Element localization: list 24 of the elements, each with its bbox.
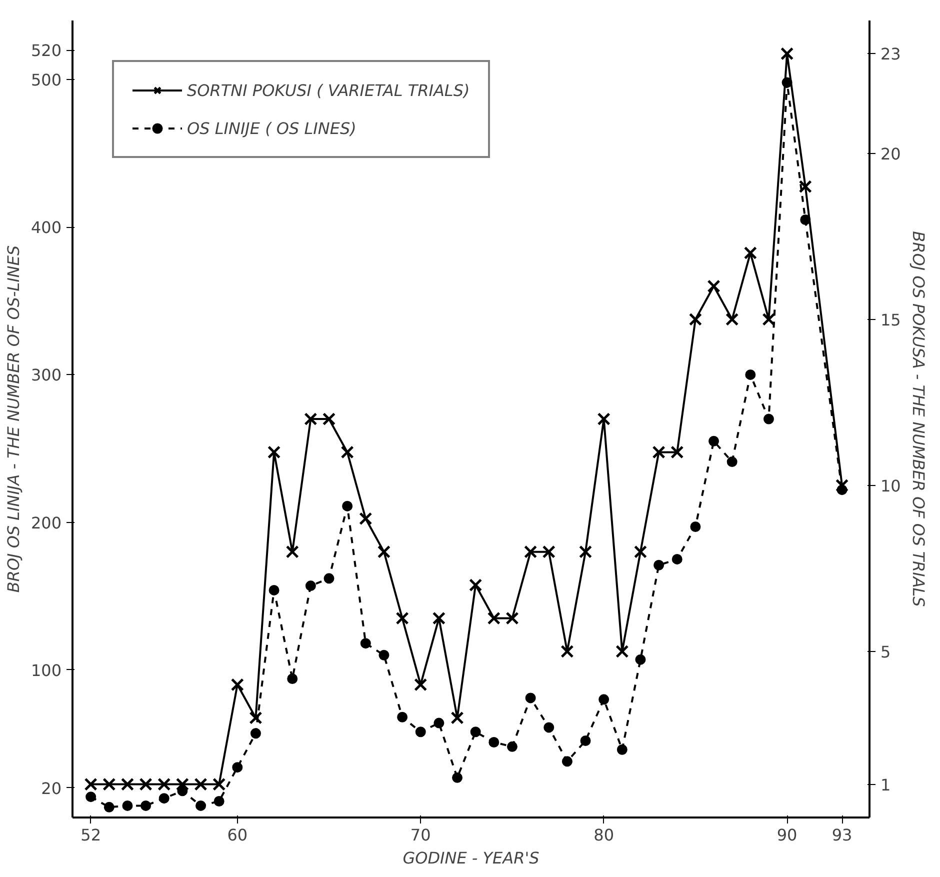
legend-label: SORTNI POKUSI ( VARIETAL TRIALS) (187, 80, 470, 100)
x-axis-title: GODINE - YEAR'S (402, 848, 540, 868)
y-tick-label: 200 (30, 513, 62, 532)
y2-tick-label: 5 (880, 642, 891, 662)
y2-tick-label: 15 (880, 310, 901, 330)
y2-axis-title: BROJ OS POKUSA - THE NUMBER OF OS TRIALS (908, 231, 928, 607)
legend-label: OS LINIJE ( OS LINES) (187, 118, 356, 138)
x-tick-label: 60 (227, 826, 248, 844)
y-tick-label: 500 (30, 70, 62, 90)
x-tick-label: 90 (776, 826, 798, 844)
y-tick-label: 400 (30, 218, 62, 238)
y-tick-label: 520 (30, 41, 62, 60)
y-tick-label: 300 (30, 366, 62, 385)
y2-tick-label: 23 (880, 44, 901, 64)
x-tick-label: 70 (410, 826, 431, 844)
y-tick-label: 100 (30, 660, 62, 680)
y2-tick-label: 20 (880, 144, 901, 164)
y2-tick-label: 10 (880, 476, 901, 496)
x-tick-label: 93 (832, 826, 852, 844)
x-tick-label: 80 (594, 826, 614, 844)
x-tick-label: 52 (80, 826, 101, 844)
y-axis-title: BROJ OS LINIJA - THE NUMBER OF OS-LINES (4, 245, 23, 593)
y-tick-label: 20 (41, 778, 62, 798)
y2-tick-label: 1 (880, 775, 891, 794)
